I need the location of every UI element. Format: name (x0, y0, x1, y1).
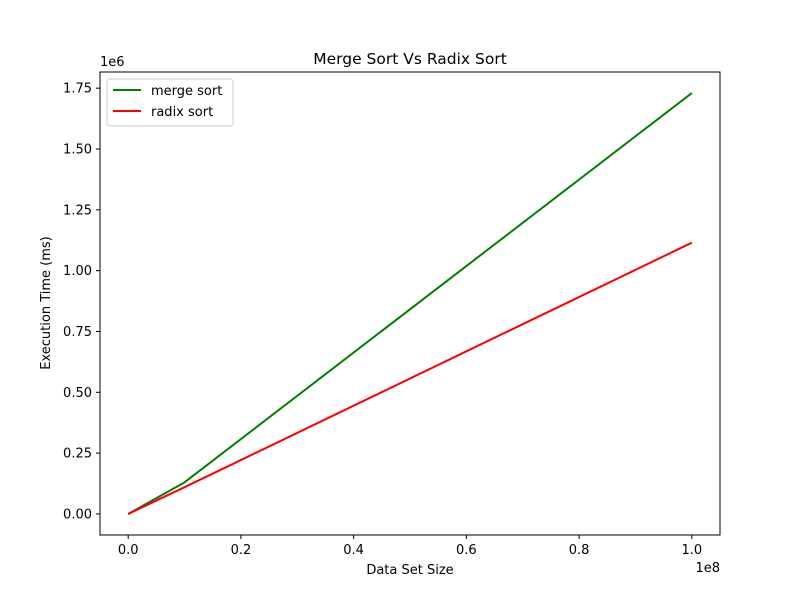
legend-label-merge-sort: merge sort (151, 84, 222, 99)
plot-frame (99, 71, 721, 536)
x-axis-offset-label: 1e8 (695, 561, 720, 576)
series-line-radix-sort (127, 241, 693, 515)
x-tick-label: 0.2 (231, 543, 252, 558)
x-tick-label: 0.0 (118, 543, 139, 558)
y-tick-label: 0.25 (63, 447, 92, 462)
y-axis-ticks: 0.00 0.25 0.50 0.75 1.00 1.25 1.50 1.75 (63, 82, 100, 522)
chart-title: Merge Sort Vs Radix Sort (313, 50, 507, 68)
legend-label-radix-sort: radix sort (151, 105, 213, 120)
y-tick-label: 0.50 (63, 386, 92, 401)
series-layer (127, 92, 693, 515)
y-tick-label: 1.00 (63, 264, 92, 279)
y-axis-offset-label: 1e6 (100, 55, 125, 70)
y-tick-label: 1.50 (63, 143, 92, 158)
y-tick-label: 1.75 (63, 82, 92, 97)
x-tick-label: 0.6 (456, 543, 477, 558)
series-line-merge-sort (127, 92, 693, 515)
x-tick-label: 1.0 (681, 543, 702, 558)
legend: merge sort radix sort (106, 78, 234, 127)
y-axis-label: Execution Time (ms) (39, 236, 54, 369)
x-axis-ticks: 0.0 0.2 0.4 0.6 0.8 1.0 (118, 535, 702, 558)
x-tick-label: 0.4 (343, 543, 364, 558)
y-tick-label: 0.00 (63, 507, 92, 522)
x-tick-label: 0.8 (569, 543, 590, 558)
x-axis-label: Data Set Size (366, 563, 453, 578)
y-tick-label: 1.25 (63, 203, 92, 218)
y-tick-label: 0.75 (63, 325, 92, 340)
